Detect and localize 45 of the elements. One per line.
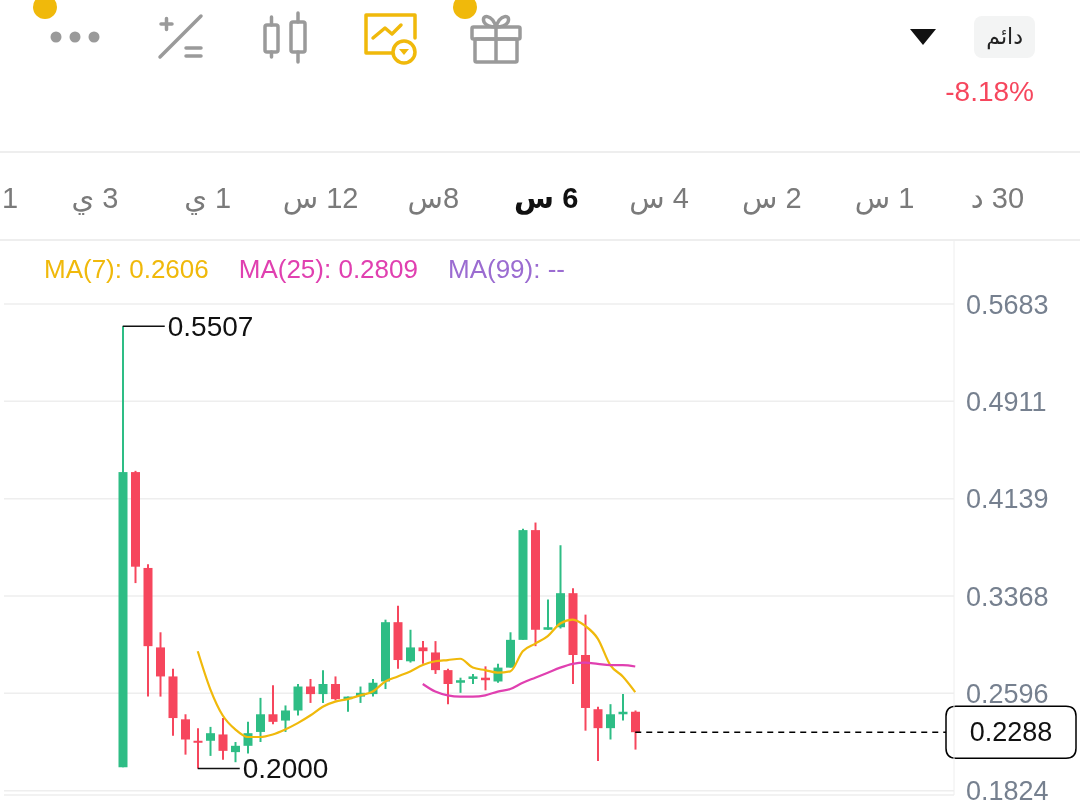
badge: دائم xyxy=(974,16,1035,58)
text: 30 د xyxy=(970,181,1025,216)
text: 6 س xyxy=(514,181,579,217)
candlestick xyxy=(543,598,553,631)
text: 1 xyxy=(1,181,19,216)
y-tick-label: 0.3368 xyxy=(966,581,1049,612)
candlestick xyxy=(268,684,278,726)
candlestick xyxy=(443,667,453,706)
candlestick xyxy=(418,640,428,665)
text: MA(7): 0.2606 xyxy=(44,253,209,286)
text: 1 ي xyxy=(184,181,232,217)
y-tick-label: 0.2596 xyxy=(966,678,1049,709)
candlestick xyxy=(231,741,240,764)
candlestick xyxy=(181,713,190,756)
text: 3 ي xyxy=(71,181,119,217)
candlestick xyxy=(606,703,615,741)
text: 12 س xyxy=(282,181,359,217)
text: 8س xyxy=(407,181,460,217)
candlestick xyxy=(431,640,440,675)
y-tick-label: 0.4911 xyxy=(966,386,1047,417)
candlestick xyxy=(306,677,315,704)
legend-label: MA(99): -- xyxy=(447,253,565,286)
text: 4 س xyxy=(629,181,689,217)
candlestick xyxy=(631,709,640,751)
candlestick xyxy=(193,727,203,770)
candlestick xyxy=(281,704,290,733)
candlestick xyxy=(318,669,328,704)
line-series xyxy=(421,661,637,698)
candlestick xyxy=(331,675,340,702)
text: 2 س xyxy=(741,181,802,217)
annotation: 0.5507 xyxy=(167,310,254,342)
text: 0.2288 xyxy=(969,717,1053,748)
candlestick xyxy=(218,717,228,761)
text: -8.18% xyxy=(945,75,1034,109)
y-tick-label: 0.4139 xyxy=(966,484,1049,515)
y-tick-label: 0.1824 xyxy=(966,776,1049,807)
candlestick xyxy=(256,696,265,744)
y-tick-label: 0.5683 xyxy=(966,289,1049,320)
text: 1 س xyxy=(854,181,915,217)
candlestick xyxy=(593,705,603,762)
annotation: 0.2000 xyxy=(242,753,329,785)
candlestick xyxy=(206,725,215,757)
candlestick xyxy=(293,683,303,717)
text: MA(25): 0.2809 xyxy=(238,253,418,286)
candlestick xyxy=(406,628,415,664)
